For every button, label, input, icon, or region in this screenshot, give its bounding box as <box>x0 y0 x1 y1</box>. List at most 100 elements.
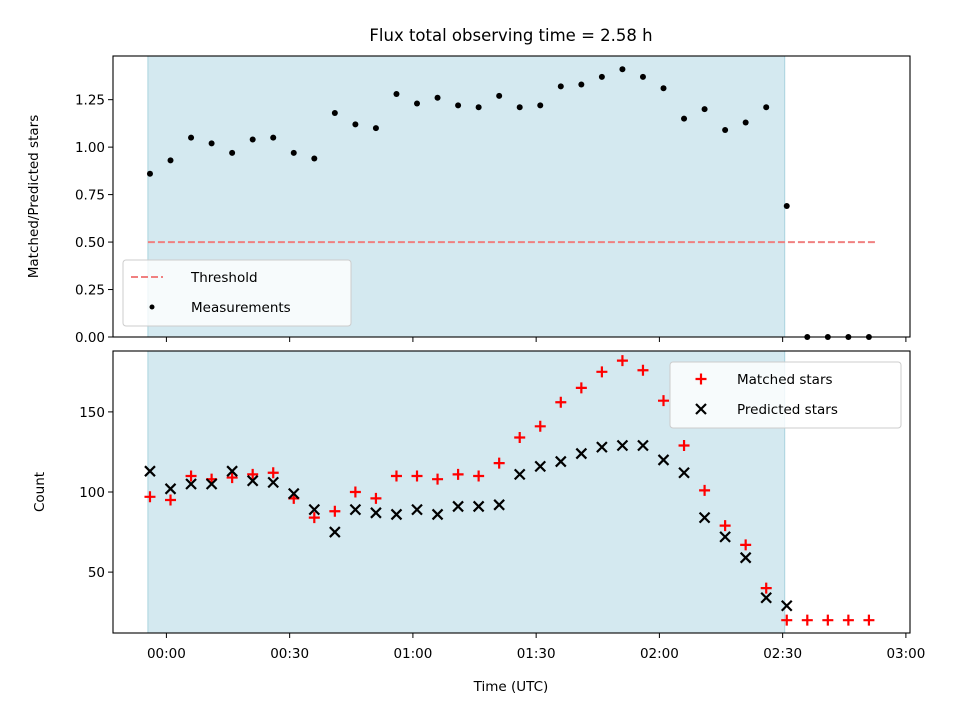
panel-counts: 50 100 150 00:00 00:30 01:00 01:30 02:00 02:30 03… <box>32 350 925 662</box>
matched-star-point <box>760 582 772 594</box>
x-tick-label: 02:00 <box>640 646 679 662</box>
matched-star-point <box>514 432 526 444</box>
matched-star-point <box>534 420 546 432</box>
predicted-star-point <box>760 591 772 604</box>
matched-star-point <box>267 467 279 479</box>
predicted-star-point <box>144 465 156 477</box>
chart-title: Flux total observing time = 2.58 h <box>369 26 652 45</box>
x-tick-label: 01:00 <box>393 646 432 662</box>
matched-star-point <box>801 614 813 626</box>
measurement-point <box>146 170 153 177</box>
predicted-star-point <box>534 460 547 473</box>
y-tick-label: 0.50 <box>75 235 105 251</box>
measurement-point <box>496 92 503 99</box>
legend-threshold-label: Threshold <box>190 270 258 286</box>
matched-star-point <box>842 614 854 626</box>
y-tick-label: 0.75 <box>75 188 105 204</box>
matched-star-point <box>699 484 711 496</box>
measurement-point <box>763 104 770 111</box>
matched-star-point <box>863 614 875 626</box>
predicted-star-point <box>370 507 382 519</box>
matched-star-point <box>390 470 402 482</box>
measurement-point <box>249 136 256 143</box>
matched-star-point <box>411 470 423 482</box>
measurement-point <box>393 90 400 97</box>
predicted-star-point <box>329 526 341 538</box>
measurement-point <box>742 119 749 126</box>
matched-star-point <box>432 473 444 485</box>
predicted-star-point <box>226 465 238 477</box>
matched-star-point <box>678 440 690 452</box>
predicted-star-point <box>185 478 197 490</box>
legend-box <box>122 259 352 327</box>
y-tick-label: 1.25 <box>75 93 105 109</box>
predicted-star-point <box>657 454 670 466</box>
predicted-star-point <box>637 439 649 452</box>
matched-star-point <box>473 470 485 482</box>
predicted-star-point <box>596 441 608 453</box>
y-tick-label: 50 <box>88 565 105 581</box>
x-tick-label: 01:30 <box>517 646 556 662</box>
predicted-star-point <box>349 503 362 516</box>
measurement-point <box>557 83 564 90</box>
y-tick-label: 0.00 <box>75 330 105 346</box>
matched-star-point <box>165 494 177 506</box>
measurement-point <box>208 140 215 147</box>
predicted-star-point <box>205 478 218 490</box>
matched-star-point <box>719 520 731 532</box>
predicted-star-point <box>493 499 505 511</box>
x-tick-label: 00:30 <box>270 646 309 662</box>
measurement-point <box>475 104 482 111</box>
predicted-star-point <box>719 531 731 543</box>
predicted-star-point <box>308 503 321 516</box>
measurement-point <box>722 127 729 134</box>
measurement-point <box>188 134 195 141</box>
predicted-star-point <box>452 500 464 513</box>
legend-predicted-swatch <box>695 403 707 415</box>
matched-star-point <box>493 457 505 469</box>
matched-star-point <box>616 355 628 367</box>
measurement-point <box>372 125 379 132</box>
measurement-point <box>660 85 667 92</box>
measurement-point <box>167 157 174 164</box>
measurement-point <box>639 73 646 80</box>
measurement-point <box>619 66 626 73</box>
y-tick-label: 1.00 <box>75 140 105 156</box>
y-tick-label: 0.25 <box>75 283 105 299</box>
predicted-star-point <box>698 511 711 524</box>
y-axis-label: Count <box>32 472 48 512</box>
matched-star-point <box>575 382 587 394</box>
matched-star-point <box>247 468 259 480</box>
matched-star-point <box>596 366 608 378</box>
axes-frame <box>112 55 911 338</box>
predicted-star-point <box>431 508 444 521</box>
predicted-star-point <box>246 475 259 487</box>
measurement-point <box>783 202 790 209</box>
measurement-point <box>311 155 318 162</box>
legend-matched-swatch <box>695 373 707 385</box>
predicted-star-point <box>513 468 526 481</box>
matched-star-point <box>349 486 361 498</box>
predicted-star-point <box>739 551 752 564</box>
matched-star-point <box>822 614 834 626</box>
measurement-point <box>352 121 359 128</box>
x-axis-label: Time (UTC) <box>473 679 549 695</box>
x-tick-label: 02:30 <box>763 646 802 662</box>
measurement-point <box>414 100 421 107</box>
predicted-star-point <box>678 466 690 479</box>
predicted-star-point <box>164 483 177 495</box>
measurement-point <box>681 115 688 122</box>
measurement-point <box>537 102 544 109</box>
y-tick-label: 150 <box>79 405 105 421</box>
predicted-star-point <box>287 487 300 500</box>
legend-box <box>669 361 902 429</box>
measurement-point <box>701 106 708 113</box>
predicted-star-point <box>575 447 588 460</box>
legend-matched-label: Matched stars <box>737 372 833 388</box>
matched-star-point <box>370 492 382 504</box>
measurement-point <box>270 134 277 141</box>
measurement-point <box>229 149 236 156</box>
predicted-star-point <box>411 503 423 516</box>
measurement-point <box>290 149 297 156</box>
